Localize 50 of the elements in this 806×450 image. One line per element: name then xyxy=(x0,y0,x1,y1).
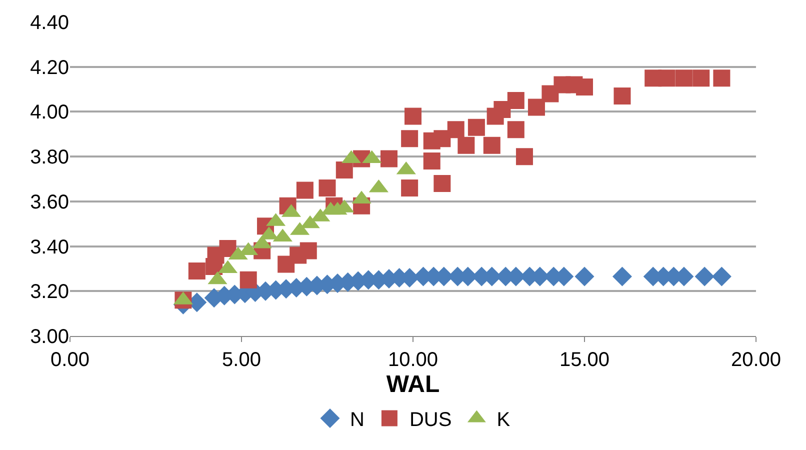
point xyxy=(713,70,730,87)
x-axis-title: WAL xyxy=(386,371,440,398)
point xyxy=(240,271,257,288)
point xyxy=(300,242,317,260)
y-tick-label: 3.00 xyxy=(30,326,69,348)
point xyxy=(675,70,692,87)
legend-label: DUS xyxy=(409,409,452,432)
point xyxy=(458,136,475,154)
point xyxy=(507,121,524,138)
point xyxy=(614,88,631,105)
point xyxy=(574,266,594,286)
point xyxy=(434,130,451,148)
x-tick-label: 15.00 xyxy=(559,349,610,371)
point xyxy=(401,130,418,148)
point xyxy=(404,108,422,125)
point xyxy=(658,70,676,87)
x-tick-label: 20.00 xyxy=(730,349,782,371)
point xyxy=(447,121,464,138)
point xyxy=(401,179,418,196)
point xyxy=(380,150,398,168)
point xyxy=(423,152,440,170)
y-tick-label: 3.20 xyxy=(30,281,69,304)
point xyxy=(483,136,500,154)
y-tick-label: 3.60 xyxy=(30,191,69,214)
y-tick-label: 4.20 xyxy=(30,56,69,79)
point xyxy=(576,78,593,96)
point xyxy=(494,100,511,118)
point xyxy=(692,70,710,87)
x-tick-label: 5.00 xyxy=(222,349,261,371)
x-tick-label: 10.00 xyxy=(388,349,438,371)
point xyxy=(612,266,632,286)
y-tick-label: 3.80 xyxy=(30,146,69,169)
point xyxy=(507,92,524,109)
point xyxy=(318,179,336,196)
point xyxy=(468,118,485,136)
point xyxy=(434,174,451,192)
x-tick-label: 0.00 xyxy=(50,349,90,371)
point xyxy=(188,262,206,280)
point xyxy=(694,266,714,286)
y-tick-label: 3.40 xyxy=(30,236,69,258)
y-tick-label: 4.40 xyxy=(30,12,69,34)
point xyxy=(219,240,236,258)
point xyxy=(336,162,353,179)
point xyxy=(296,182,314,199)
point xyxy=(712,266,732,286)
point xyxy=(528,98,545,116)
legend-label: N xyxy=(350,409,364,432)
point xyxy=(516,148,533,166)
legend-label: K xyxy=(496,409,511,432)
y-tick-label: 4.00 xyxy=(30,102,69,124)
